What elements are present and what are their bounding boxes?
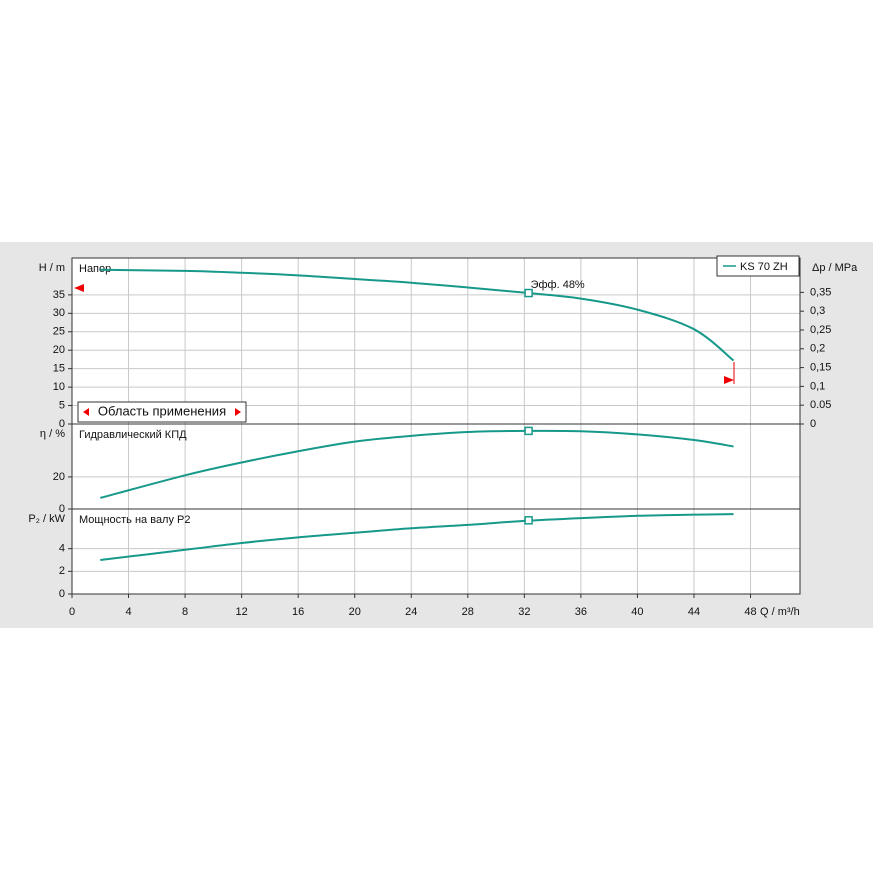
y-tick-label: 35 — [53, 289, 65, 301]
range-box — [77, 401, 247, 423]
y2-tick-label: 0,3 — [810, 305, 825, 317]
x-tick-label: 36 — [575, 606, 587, 618]
y2-tick-label: 0 — [810, 418, 816, 430]
y-tick-label: 0 — [59, 588, 65, 600]
panel-label: Гидравлический КПД — [79, 429, 187, 441]
y-tick-label: 0 — [59, 418, 65, 430]
x-tick-label: 0 — [69, 606, 75, 618]
y-tick-label: 20 — [53, 471, 65, 483]
x-tick-label: 44 — [688, 606, 700, 618]
y2-tick-label: 0,1 — [810, 380, 825, 392]
legend-label: KS 70 ZH — [740, 261, 788, 273]
x-tick-label: 24 — [405, 606, 417, 618]
y-axis-label: H / m — [39, 262, 65, 274]
curve — [100, 268, 735, 362]
y-tick-label: 20 — [53, 344, 65, 356]
y-tick-label: 4 — [59, 543, 65, 555]
x-tick-label: 32 — [518, 606, 530, 618]
x-tick-label: 8 — [182, 606, 188, 618]
panel-label: Мощность на валу P2 — [79, 514, 191, 526]
y2-axis-label: Δp / MPa — [812, 262, 858, 274]
panel-frame — [71, 508, 801, 595]
curve — [100, 429, 734, 499]
x-tick-label: 40 — [631, 606, 643, 618]
x-tick-label: 20 — [349, 606, 361, 618]
x-tick-label: 48 — [744, 606, 756, 618]
y-axis-label: P₂ / kW — [28, 513, 65, 525]
range-marker-left — [74, 284, 84, 292]
y2-tick-label: 0,15 — [810, 361, 831, 373]
y-tick-label: 25 — [53, 326, 65, 338]
plot-area — [72, 258, 800, 594]
annotation: Эфф. 48% — [531, 279, 585, 291]
y-axis-label: η / % — [40, 428, 65, 440]
range-marker-right — [724, 376, 734, 384]
y-tick-label: 10 — [53, 381, 65, 393]
operating-point — [524, 288, 533, 298]
y2-tick-label: 0,2 — [810, 343, 825, 355]
x-tick-label: 16 — [292, 606, 304, 618]
legend-box — [716, 255, 800, 277]
range-label: Область применения — [98, 403, 226, 418]
x-tick-label: 4 — [125, 606, 131, 618]
y-tick-label: 30 — [53, 307, 65, 319]
x-tick-label: 28 — [462, 606, 474, 618]
y2-tick-label: 0.05 — [810, 399, 831, 411]
curve — [100, 513, 734, 561]
y-tick-label: 5 — [59, 399, 65, 411]
y2-tick-label: 0,35 — [810, 286, 831, 298]
y-tick-label: 2 — [59, 565, 65, 577]
plot-layer: 0510152025303500.050,10,150,20,250,30,35… — [28, 255, 858, 618]
y2-tick-label: 0,25 — [810, 324, 831, 336]
panel-label: Напор — [79, 263, 111, 275]
range-arrow — [83, 408, 89, 416]
operating-point — [524, 516, 533, 525]
x-axis-label: Q / m³/h — [760, 606, 800, 618]
y-tick-label: 0 — [59, 503, 65, 515]
x-tick-label: 12 — [236, 606, 248, 618]
operating-point — [524, 426, 533, 436]
y-tick-label: 15 — [53, 363, 65, 375]
range-arrow — [235, 408, 241, 416]
